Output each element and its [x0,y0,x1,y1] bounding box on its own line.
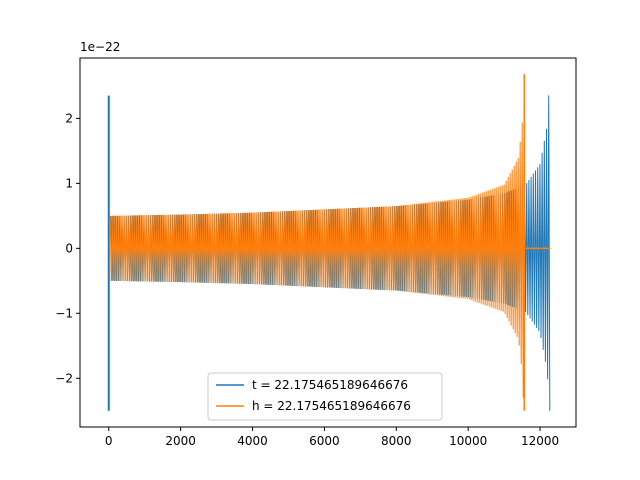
y-tick-label: 1 [65,176,73,190]
y-offset-label: 1e−22 [80,40,120,54]
y-tick-label: −2 [55,371,73,385]
legend-label-t: t = 22.175465189646676 [252,378,408,392]
x-tick-label: 12000 [521,434,559,448]
x-axis: 0 2000 4000 6000 8000 10000 12000 [105,427,559,448]
series-layer [107,74,551,411]
x-tick-label: 6000 [309,434,340,448]
x-tick-label: 10000 [449,434,487,448]
axes-frame [79,57,577,428]
y-axis: −2 −1 0 1 2 [55,111,80,385]
x-tick-label: 4000 [237,434,268,448]
x-tick-label: 0 [105,434,113,448]
y-tick-label: −1 [55,306,73,320]
x-tick-label: 2000 [165,434,196,448]
legend: t = 22.175465189646676 h = 22.1754651896… [207,372,443,421]
legend-label-h: h = 22.175465189646676 [252,399,411,413]
x-tick-label: 8000 [381,434,412,448]
y-tick-label: 0 [65,241,73,255]
series-h-line [109,74,525,398]
legend-box [207,372,443,421]
y-tick-label: 2 [65,111,73,125]
